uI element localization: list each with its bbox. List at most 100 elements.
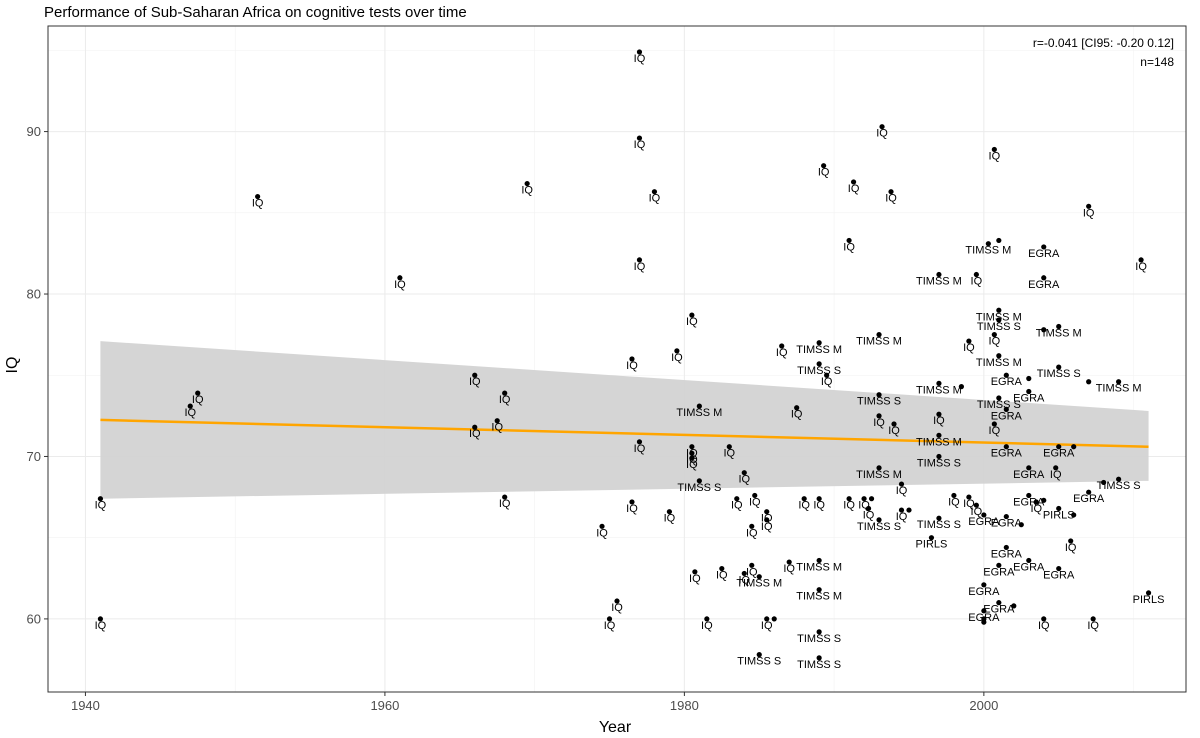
data-point — [752, 492, 758, 499]
data-point — [1003, 444, 1009, 450]
point-label: EGRA — [968, 586, 1000, 598]
point-label: TIMSS S — [797, 659, 841, 671]
data-point — [1086, 379, 1092, 385]
data-point — [1003, 513, 1009, 520]
point-label: EGRA — [991, 448, 1023, 460]
data-point — [1145, 590, 1152, 596]
point-label: IQ — [626, 503, 638, 515]
data-point — [1041, 616, 1047, 622]
point-label: TIMSS M — [676, 407, 722, 419]
point-label: IQ — [738, 474, 750, 486]
data-point — [689, 455, 695, 461]
correlation-annotation: n=148 — [1140, 55, 1174, 69]
data-point — [494, 418, 500, 424]
data-point — [614, 598, 620, 604]
point-label: EGRA — [983, 604, 1015, 616]
data-point — [689, 444, 695, 450]
point-label: EGRA — [983, 566, 1015, 578]
point-label: TIMSS M — [856, 469, 902, 481]
point-label: IQ — [971, 276, 983, 288]
data-point — [876, 332, 882, 338]
data-point — [928, 535, 935, 541]
point-label: IQ — [634, 139, 646, 151]
point-label: TIMSS M — [976, 311, 1022, 323]
data-point — [1071, 444, 1077, 450]
point-label: IQ — [634, 443, 646, 455]
data-point — [879, 124, 885, 130]
data-point — [1056, 444, 1062, 450]
point-label: EGRA — [991, 518, 1023, 530]
point-label: TIMSS S — [797, 633, 841, 645]
data-point — [1053, 465, 1059, 471]
point-label: EGRA — [1013, 561, 1045, 573]
point-label: IQ — [499, 394, 511, 406]
point-label: EGRA — [1013, 496, 1045, 508]
data-point — [1003, 406, 1009, 412]
point-label: IQ — [499, 498, 511, 510]
point-label: IQ — [1065, 542, 1077, 554]
point-label: IQ — [813, 500, 825, 512]
point-label: IQ — [933, 415, 945, 427]
data-point — [846, 496, 852, 502]
data-point — [1026, 375, 1032, 382]
point-label: IQ — [95, 620, 107, 632]
x-tick-label: 2000 — [969, 698, 998, 713]
point-label: TIMSS M — [796, 344, 842, 356]
point-label: TIMSS M — [736, 578, 782, 590]
data-point — [936, 432, 942, 438]
data-point — [756, 574, 762, 580]
data-point — [936, 271, 942, 278]
x-axis-title: Year — [599, 719, 632, 736]
x-tick-label: 1980 — [670, 698, 699, 713]
point-label: TIMSS M — [916, 436, 962, 448]
point-label: IQ — [948, 496, 960, 508]
point-label: IQ — [1135, 261, 1147, 273]
point-label: PIRLS — [1133, 594, 1165, 606]
data-point — [981, 608, 987, 614]
point-label: IQ — [963, 342, 975, 354]
data-point — [1090, 616, 1096, 622]
point-label: TIMSS S — [1037, 368, 1081, 380]
point-label: IQ — [989, 150, 1001, 162]
point-label: TIMSS S — [857, 396, 901, 408]
data-point — [97, 616, 104, 622]
data-point — [1011, 603, 1017, 609]
data-point — [891, 421, 897, 427]
point-label: TIMSS M — [856, 336, 902, 348]
data-point — [850, 179, 857, 185]
data-point — [636, 135, 643, 141]
point-label: TIMSS M — [1096, 383, 1142, 395]
data-point — [719, 565, 725, 572]
data-point — [1116, 379, 1122, 385]
data-point — [704, 616, 710, 622]
point-label: TIMSS M — [916, 276, 962, 288]
correlation-annotation: r=-0.041 [CI95: -0.20 0.12] — [1033, 36, 1174, 50]
point-label: IQ — [521, 185, 533, 197]
panel-border — [47, 25, 1187, 693]
data-point — [861, 496, 867, 502]
data-point — [996, 307, 1002, 313]
point-label: TIMSS S — [797, 365, 841, 377]
data-point — [996, 600, 1002, 606]
data-point — [779, 343, 785, 349]
point-label: IQ — [848, 183, 860, 195]
point-label: IQ — [192, 394, 204, 406]
data-point — [1056, 505, 1062, 512]
point-label: IQ — [989, 425, 1001, 437]
y-axis-title: IQ — [4, 357, 21, 374]
point-label: IQ — [469, 428, 481, 440]
point-label: EGRA — [1028, 248, 1060, 260]
data-point — [1101, 479, 1107, 486]
point-label: IQ — [723, 448, 735, 460]
point-label: IQ — [686, 316, 698, 328]
data-point — [696, 478, 702, 484]
confidence-band — [100, 341, 1149, 499]
point-label: IQ — [626, 360, 638, 372]
data-point — [1026, 492, 1032, 499]
data-point — [996, 353, 1002, 359]
data-point — [991, 146, 997, 153]
data-point — [764, 616, 770, 622]
point-label: IQ — [731, 500, 743, 512]
data-point — [981, 512, 987, 518]
point-label: EGRA — [1043, 448, 1075, 460]
